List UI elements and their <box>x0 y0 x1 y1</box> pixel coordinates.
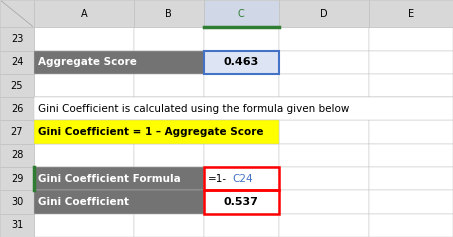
Bar <box>0 50 34 74</box>
Bar <box>34 97 453 120</box>
Text: 24: 24 <box>11 57 23 67</box>
Bar <box>279 214 369 237</box>
Bar <box>369 120 453 144</box>
Bar <box>0 144 34 167</box>
Bar <box>369 167 453 190</box>
Bar <box>204 50 279 74</box>
Text: 30: 30 <box>11 197 23 207</box>
Text: 0.463: 0.463 <box>224 57 259 67</box>
Bar <box>204 50 279 74</box>
Text: A: A <box>81 9 87 19</box>
Bar <box>369 50 453 74</box>
Bar <box>34 144 134 167</box>
Bar <box>204 167 279 190</box>
Bar <box>34 97 134 120</box>
Text: Aggregate Score: Aggregate Score <box>38 57 136 67</box>
Text: 26: 26 <box>11 104 23 114</box>
Bar <box>369 0 453 27</box>
Text: Gini Coefficient = 1 – Aggregate Score: Gini Coefficient = 1 – Aggregate Score <box>38 127 263 137</box>
Text: C24: C24 <box>232 174 253 184</box>
Text: 0.537: 0.537 <box>224 197 259 207</box>
Bar <box>0 0 34 27</box>
Bar <box>279 50 369 74</box>
Bar <box>204 74 279 97</box>
Bar <box>279 27 369 50</box>
Bar <box>0 74 34 97</box>
Bar <box>369 190 453 214</box>
Text: 25: 25 <box>11 81 23 91</box>
Text: Gini Coefficient is calculated using the formula given below: Gini Coefficient is calculated using the… <box>38 104 349 114</box>
Bar <box>204 190 279 214</box>
Bar <box>34 190 134 214</box>
Bar <box>134 120 204 144</box>
Text: D: D <box>320 9 328 19</box>
Bar <box>34 74 134 97</box>
Bar <box>34 167 204 190</box>
Text: 31: 31 <box>11 220 23 230</box>
Bar <box>0 214 34 237</box>
Text: Gini Coefficient Formula: Gini Coefficient Formula <box>38 174 180 184</box>
Bar <box>204 27 279 50</box>
Bar <box>34 50 134 74</box>
Bar <box>134 97 204 120</box>
Bar <box>279 74 369 97</box>
Bar <box>0 190 34 214</box>
Bar <box>279 167 369 190</box>
Bar <box>369 97 453 120</box>
Bar <box>369 144 453 167</box>
Bar <box>369 74 453 97</box>
Bar <box>134 74 204 97</box>
Bar <box>134 190 204 214</box>
Bar <box>204 0 279 27</box>
Bar <box>204 167 279 190</box>
Bar <box>369 214 453 237</box>
Text: 27: 27 <box>11 127 23 137</box>
Bar <box>279 120 369 144</box>
Bar <box>34 190 204 214</box>
Bar <box>0 120 34 144</box>
Bar <box>204 120 279 144</box>
Text: B: B <box>165 9 172 19</box>
Bar <box>0 27 34 50</box>
Bar <box>204 50 279 74</box>
Bar <box>0 167 34 190</box>
Bar <box>134 167 204 190</box>
Bar <box>34 167 134 190</box>
Text: 29: 29 <box>11 174 23 184</box>
Bar <box>34 27 134 50</box>
Text: 28: 28 <box>11 150 23 160</box>
Text: E: E <box>408 9 414 19</box>
Bar <box>204 190 279 214</box>
Bar <box>369 27 453 50</box>
Bar <box>134 214 204 237</box>
Bar <box>204 97 279 120</box>
Bar <box>204 167 279 190</box>
Bar <box>34 120 279 144</box>
Bar <box>204 144 279 167</box>
Text: C: C <box>238 9 245 19</box>
Bar <box>134 0 204 27</box>
Text: Gini Coefficient: Gini Coefficient <box>38 197 129 207</box>
Bar <box>34 50 204 74</box>
Bar <box>134 50 204 74</box>
Bar <box>279 190 369 214</box>
Bar <box>204 214 279 237</box>
Bar <box>134 144 204 167</box>
Bar <box>34 214 134 237</box>
Text: 23: 23 <box>11 34 23 44</box>
Bar <box>204 190 279 214</box>
Bar <box>279 0 369 27</box>
Bar <box>34 120 134 144</box>
Bar <box>134 27 204 50</box>
Bar <box>34 0 134 27</box>
Text: =1-: =1- <box>207 174 226 184</box>
Bar <box>279 97 369 120</box>
Bar <box>279 144 369 167</box>
Bar <box>0 97 34 120</box>
